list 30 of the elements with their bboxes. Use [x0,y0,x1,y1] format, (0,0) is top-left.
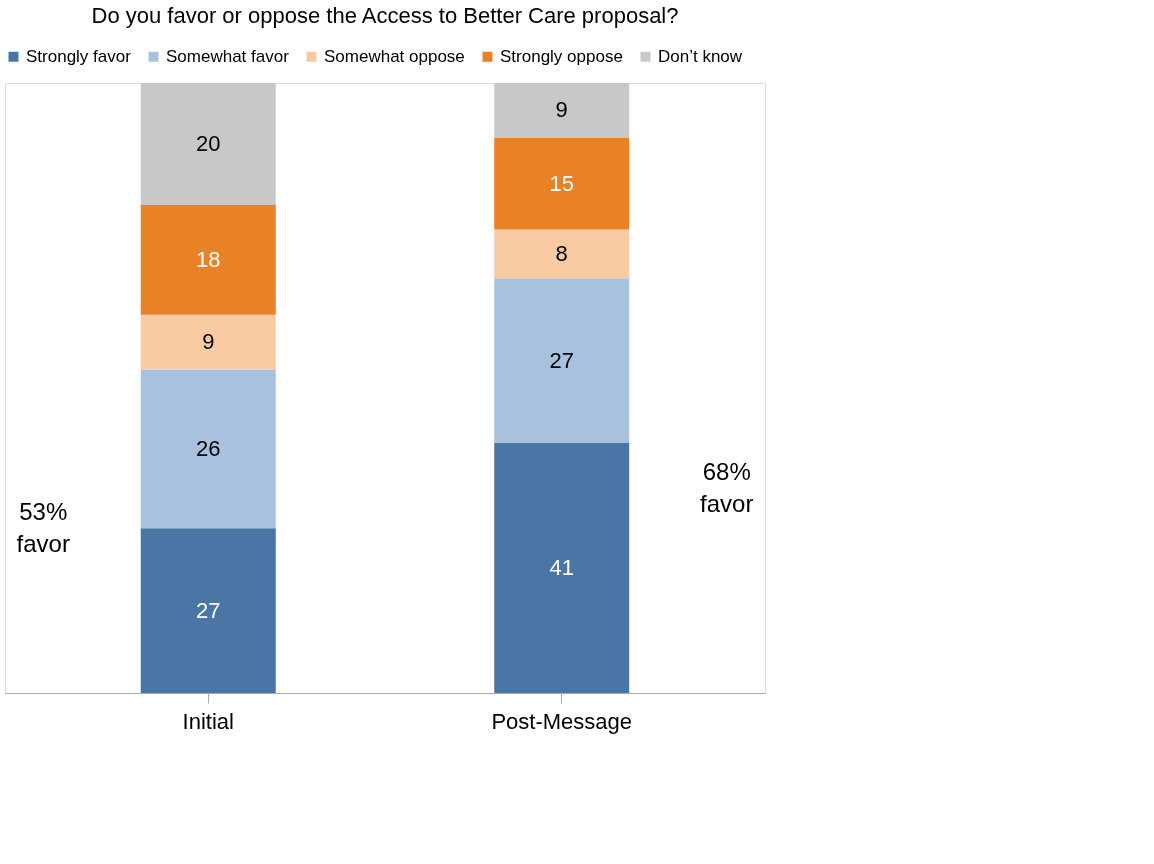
annotation: 68% favor [700,458,754,517]
bar [494,278,630,443]
legend-label: Somewhat oppose [324,46,465,66]
legend-label: Don’t know [658,46,743,66]
data-label: 27 [549,347,574,373]
bar [494,83,630,138]
legend-label: Somewhat favor [166,46,290,66]
data-label: 9 [202,329,215,355]
bar [494,229,630,279]
annotation: 53% favor [16,498,70,557]
data-label: 18 [196,246,221,272]
bar [140,205,276,315]
legend-label: Strongly favor [26,46,132,66]
data-label: 26 [196,436,221,461]
bar [140,314,276,370]
data-label: 20 [196,131,221,156]
bar [140,528,276,693]
data-label: 27 [196,597,221,623]
bar [494,442,630,693]
legend-label: Strongly oppose [500,46,623,66]
chart-title: Do you favor or oppose the Access to Better Care proposal? [91,3,679,28]
data-label: 15 [549,170,574,196]
bar [140,83,276,205]
data-label: 9 [555,97,568,123]
data-label: 8 [555,240,568,266]
data-label: 41 [549,554,574,580]
bar [494,137,630,230]
bar [140,369,276,529]
x-tick-label: Post-Message [491,708,633,734]
x-tick-label: Initial [182,708,234,734]
